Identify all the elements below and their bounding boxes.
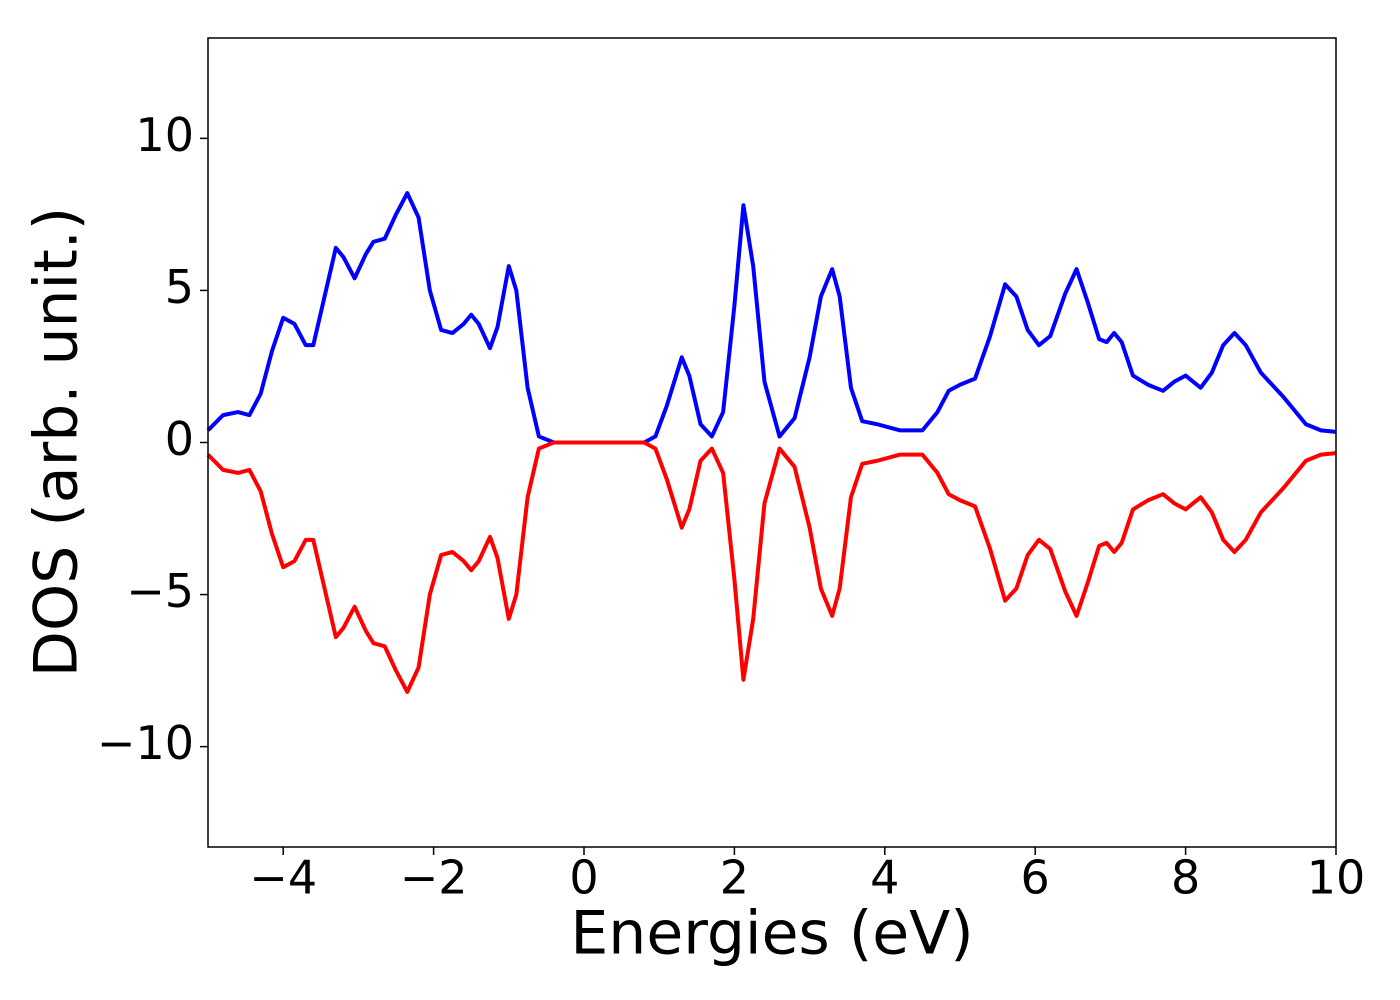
x-tick-label: 4 (870, 851, 899, 905)
x-tick-label: −2 (400, 851, 468, 905)
y-tick-label: −10 (97, 716, 194, 770)
x-axis-label: Energies (eV) (570, 899, 973, 969)
x-tick-label: 0 (569, 851, 598, 905)
y-tick-label: 10 (135, 108, 194, 162)
x-tick-label: −4 (249, 851, 317, 905)
x-tick-label: 2 (720, 851, 749, 905)
y-axis-label: DOS (arb. unit.) (22, 207, 92, 677)
y-tick-label: 5 (165, 260, 194, 314)
x-tick-label: 10 (1307, 851, 1366, 905)
x-tick-label: 6 (1021, 851, 1050, 905)
series-line (206, 191, 1337, 445)
plot-frame (207, 37, 1337, 848)
y-tick-label: −5 (126, 564, 194, 618)
y-tick-label: 0 (165, 412, 194, 466)
x-tick-label: 8 (1171, 851, 1200, 905)
series-line (206, 440, 1337, 694)
